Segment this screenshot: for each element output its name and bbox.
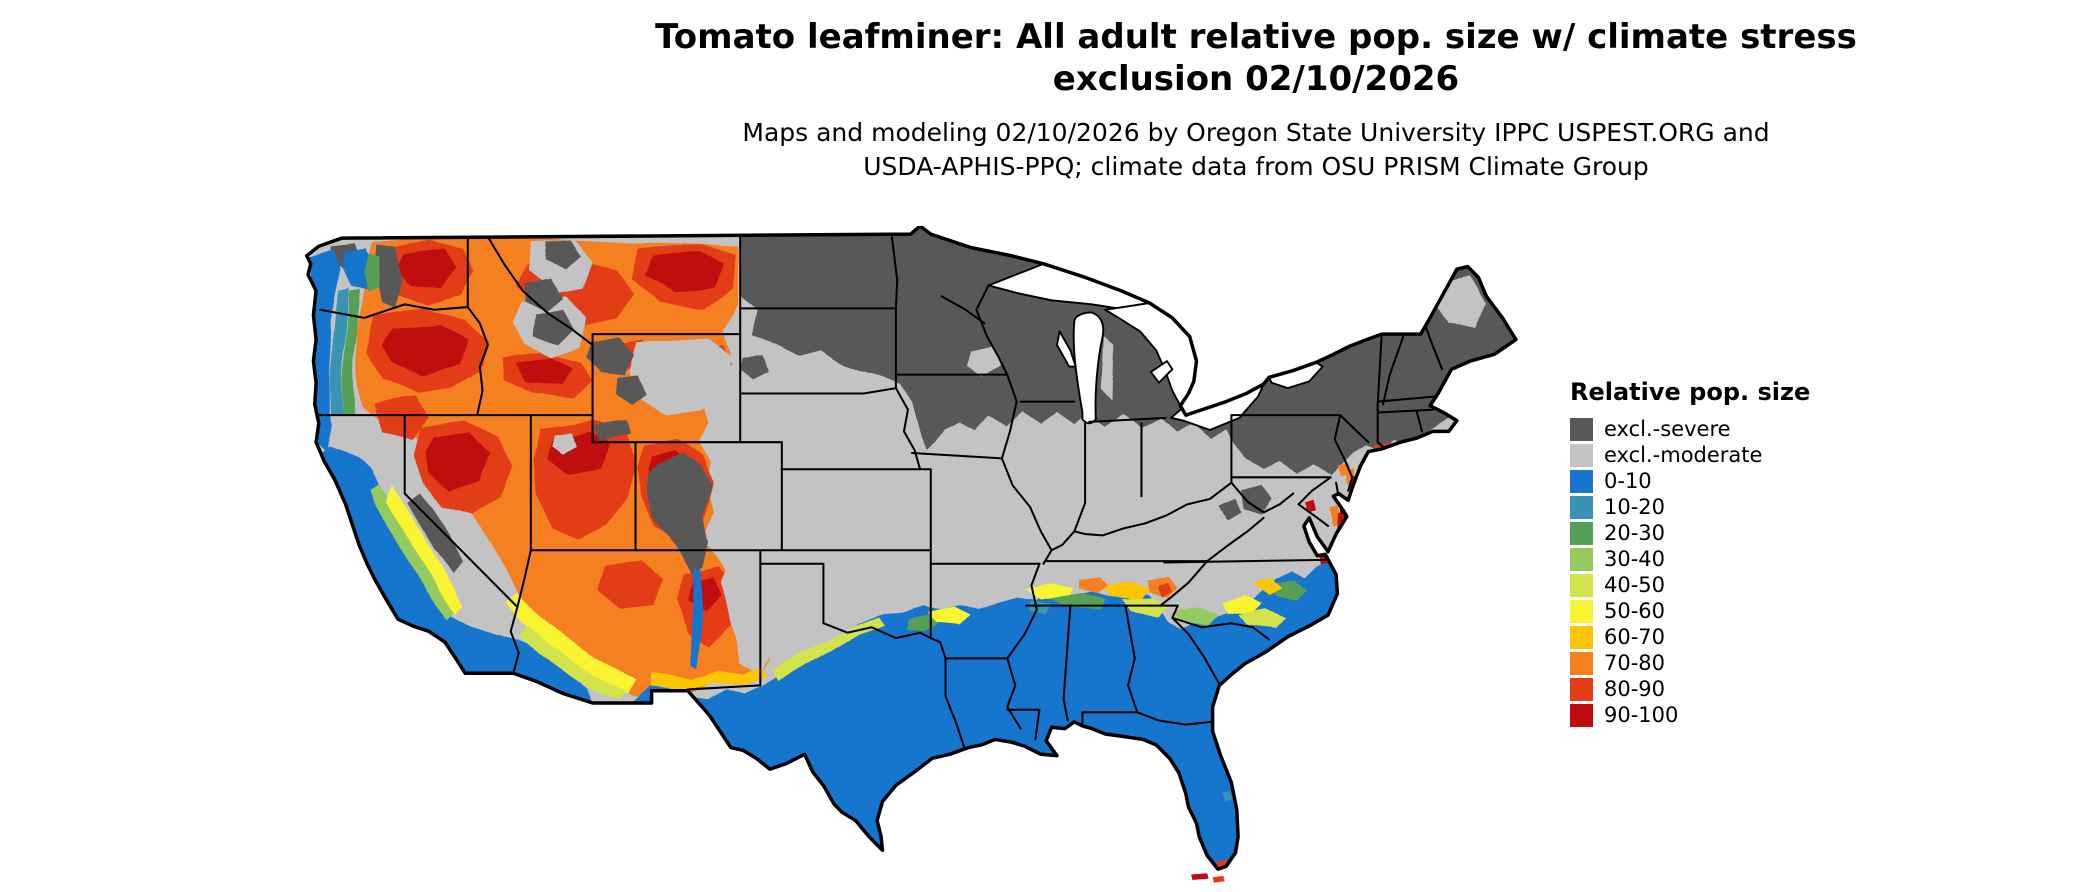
subtitle-line-2: USDA-APHIS-PPQ; climate data from OSU PR… [863, 152, 1649, 181]
florida-keys [1191, 873, 1225, 883]
legend-swatch [1570, 677, 1593, 701]
legend-swatch [1570, 703, 1593, 727]
legend-row: 20-30 [1570, 520, 1810, 546]
legend-row: 80-90 [1570, 676, 1810, 702]
legend-label: 80-90 [1604, 676, 1666, 701]
legend-label: 70-80 [1604, 650, 1666, 675]
legend-label: 30-40 [1604, 546, 1666, 571]
legend-swatch [1570, 625, 1593, 649]
legend-label: 0-10 [1604, 468, 1652, 493]
legend-swatch [1570, 547, 1593, 571]
lake-michigan [1072, 311, 1105, 425]
legend-row: 40-50 [1570, 572, 1810, 598]
legend-swatch [1570, 443, 1593, 467]
legend-label: 40-50 [1604, 572, 1666, 597]
legend-label: 60-70 [1604, 624, 1666, 649]
legend-swatch [1570, 573, 1593, 597]
us-map [304, 224, 1518, 883]
legend-rows: excl.-severe excl.-moderate 0-10 10-20 20-30… [1570, 416, 1810, 728]
figure-title: Tomato leafminer: All adult relative pop… [306, 16, 2100, 100]
legend-label: 10-20 [1604, 494, 1666, 519]
legend-row: 60-70 [1570, 624, 1810, 650]
figure-subtitle: Maps and modeling 02/10/2026 by Oregon S… [306, 116, 2100, 184]
legend-title: Relative pop. size [1570, 378, 1811, 406]
regions-transition-southwest [503, 593, 883, 699]
legend-swatch [1570, 469, 1593, 493]
legend-label: 20-30 [1604, 520, 1666, 545]
legend-swatch [1570, 651, 1593, 675]
legend-swatch [1570, 495, 1593, 519]
green-bay [1055, 330, 1077, 368]
legend-label: excl.-moderate [1604, 442, 1763, 467]
legend-label: 90-100 [1604, 702, 1679, 727]
regions-transition-pacific [332, 253, 464, 618]
legend-swatch [1570, 599, 1593, 623]
legend-row: excl.-moderate [1570, 442, 1810, 468]
legend: Relative pop. size excl.-severe excl.-mod… [1570, 378, 1810, 728]
legend-row: 50-60 [1570, 598, 1810, 624]
figure-header: Tomato leafminer: All adult relative pop… [306, 16, 2100, 184]
legend-row: 30-40 [1570, 546, 1810, 572]
saginaw-bay [1149, 360, 1174, 384]
title-line-2: exclusion 02/10/2026 [1052, 59, 1460, 99]
legend-swatch [1570, 417, 1593, 441]
us-map-container [300, 224, 1528, 884]
subtitle-line-1: Maps and modeling 02/10/2026 by Oregon S… [742, 118, 1770, 147]
title-line-1: Tomato leafminer: All adult relative pop… [655, 17, 1857, 57]
legend-row: 0-10 [1570, 468, 1810, 494]
legend-label: 50-60 [1604, 598, 1666, 623]
legend-row: excl.-severe [1570, 416, 1810, 442]
state-borders [315, 235, 1444, 749]
legend-row: 70-80 [1570, 650, 1810, 676]
legend-row: 10-20 [1570, 494, 1810, 520]
legend-swatch [1570, 521, 1593, 545]
legend-label: excl.-severe [1604, 416, 1731, 441]
map-data-layer [306, 226, 1516, 870]
legend-row: 90-100 [1570, 702, 1810, 728]
